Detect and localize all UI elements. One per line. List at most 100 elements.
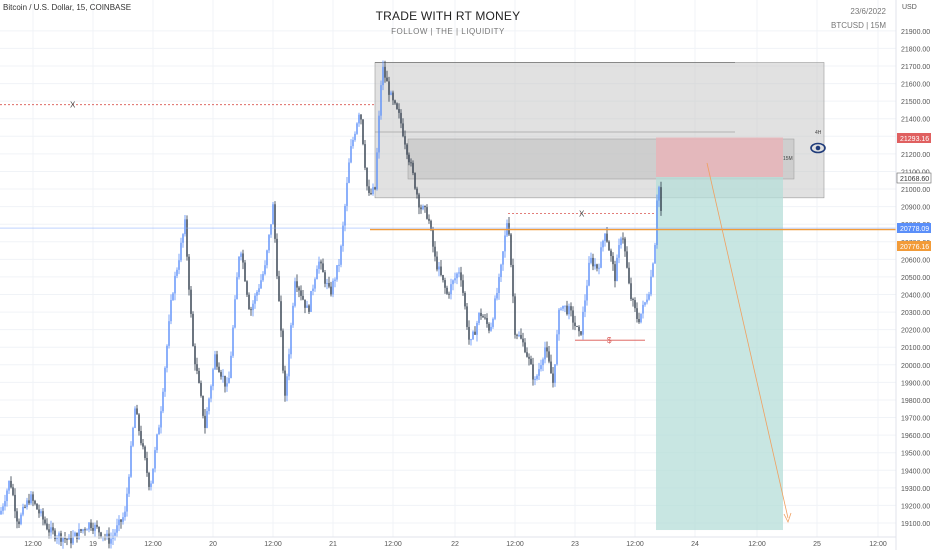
- candle-body: [566, 305, 568, 315]
- candle-body: [464, 292, 466, 307]
- time-tick-label: 19: [89, 541, 97, 548]
- candle-body: [2, 506, 4, 511]
- candle-body: [52, 527, 54, 531]
- candle-body: [10, 480, 12, 488]
- candle-body: [462, 280, 464, 293]
- candle-body: [588, 262, 590, 286]
- candle-body: [34, 500, 36, 504]
- candle-body: [138, 414, 140, 432]
- price-tag-box: [896, 172, 932, 184]
- x-mark-mid: X: [579, 210, 585, 219]
- candle-body: [182, 234, 184, 243]
- candle-body: [176, 269, 178, 276]
- price-tick-label: 19600.00: [901, 433, 930, 440]
- candle-body: [502, 251, 504, 265]
- candle-body: [352, 139, 354, 147]
- time-tick-label: 24: [691, 541, 699, 548]
- candle-body: [592, 257, 594, 267]
- candle-body: [552, 373, 554, 383]
- candle-body: [246, 281, 248, 295]
- candle-body: [18, 521, 20, 525]
- candle-body: [374, 187, 376, 190]
- candle-body: [310, 290, 312, 312]
- price-tag-label: 20778.09: [900, 226, 929, 233]
- candle-body: [296, 281, 298, 288]
- candle-body: [652, 263, 654, 277]
- candle-body: [640, 313, 642, 323]
- candle-body: [94, 524, 96, 531]
- price-tick-label: 21800.00: [901, 46, 930, 53]
- candle-body: [334, 279, 336, 281]
- price-tag-label: 21293.16: [900, 136, 929, 143]
- candle-body: [74, 532, 76, 537]
- candle-body: [642, 304, 644, 314]
- candle-body: [366, 167, 368, 187]
- candle-body: [362, 119, 364, 145]
- candle-body: [280, 301, 282, 331]
- candle-body: [406, 144, 408, 155]
- time-axis: 12:00 19 12:00 20 12:00 21 12:00 22 12:00 23 12:00…: [0, 536, 896, 548]
- candle-body: [314, 279, 316, 289]
- price-tick-label: 20900.00: [901, 205, 930, 212]
- candle-body: [8, 480, 10, 491]
- candle-body: [14, 494, 16, 512]
- candle-body: [136, 408, 138, 415]
- candle-body: [254, 295, 256, 304]
- candle-body: [354, 133, 356, 140]
- tf-4h-label: 4H: [815, 130, 822, 136]
- candle-body: [130, 445, 132, 477]
- candle-body: [624, 238, 626, 252]
- candle-body: [486, 318, 488, 324]
- candle-body: [500, 264, 502, 278]
- candle-body: [128, 476, 130, 494]
- candle-body: [194, 346, 196, 365]
- candle-body: [26, 500, 28, 508]
- candle-body: [350, 146, 352, 163]
- candle-body: [244, 262, 246, 282]
- liquidity-mark: $: [607, 336, 612, 345]
- candle-body: [488, 323, 490, 331]
- candle-body: [202, 395, 204, 416]
- time-tick-label: 23: [571, 541, 579, 548]
- candle-body: [572, 310, 574, 323]
- candle-body: [650, 276, 652, 295]
- price-tick-label: 21600.00: [901, 82, 930, 89]
- candle-body: [436, 256, 438, 270]
- candle-body: [56, 537, 58, 540]
- price-axis-bg: [896, 0, 932, 550]
- candle-body: [270, 224, 272, 235]
- candle-body: [124, 511, 126, 518]
- candle-body: [596, 264, 598, 269]
- candle-body: [348, 162, 350, 183]
- price-tag-label: 20776.16: [900, 244, 929, 251]
- candle-body: [492, 318, 494, 327]
- candle-body: [654, 245, 656, 264]
- candle-body: [468, 326, 470, 340]
- candle-body: [568, 306, 570, 315]
- stop-zone: [656, 137, 783, 177]
- candle-body: [278, 276, 280, 302]
- zones-layer: [374, 62, 825, 531]
- candle-body: [78, 529, 80, 539]
- candle-body: [286, 376, 288, 396]
- candle-body: [24, 506, 26, 508]
- candle-body: [316, 268, 318, 280]
- candle-body: [618, 245, 620, 258]
- candle-body: [386, 77, 388, 82]
- candle-body: [448, 293, 450, 295]
- candle-body: [602, 240, 604, 248]
- candle-body: [634, 300, 636, 309]
- candle-body: [200, 382, 202, 396]
- candle-body: [586, 285, 588, 301]
- candle-body: [42, 511, 44, 520]
- candle-body: [494, 298, 496, 319]
- candle-body: [656, 200, 658, 246]
- candle-body: [232, 327, 234, 356]
- candle-body: [600, 247, 602, 268]
- candle-body: [584, 300, 586, 312]
- candle-body: [450, 284, 452, 295]
- candle-body: [30, 494, 32, 504]
- candle-body: [342, 225, 344, 247]
- candle-body: [76, 532, 78, 539]
